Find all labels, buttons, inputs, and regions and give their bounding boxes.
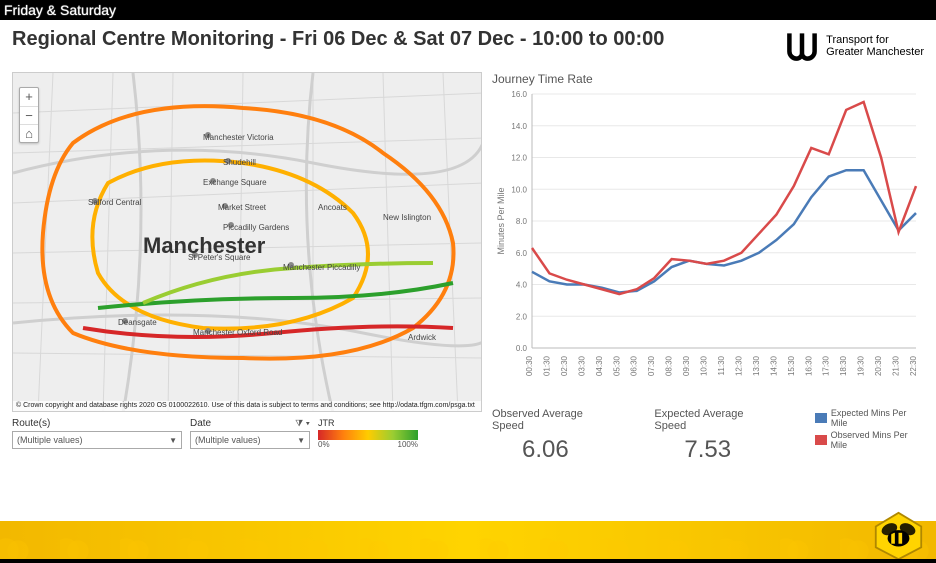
svg-text:11:30: 11:30 [717, 355, 726, 375]
svg-text:2.0: 2.0 [516, 312, 528, 321]
filter-icons[interactable]: ⧩ ▾ [295, 418, 310, 429]
svg-text:22:30: 22:30 [909, 355, 918, 376]
svg-text:16.0: 16.0 [511, 90, 527, 99]
chart-legend: Expected Mins Per Mile Observed Mins Per… [815, 408, 924, 452]
svg-text:10.0: 10.0 [511, 185, 527, 194]
bottom-border [0, 559, 936, 563]
map-column: Manchester Manchester VictoriaShudehillE… [12, 72, 482, 462]
page-title: Regional Centre Monitoring - Fri 06 Dec … [12, 28, 664, 51]
jtr-gradient [318, 430, 418, 440]
map-place-label: Market Street [218, 203, 266, 212]
svg-text:8.0: 8.0 [516, 217, 528, 226]
footer-band [0, 521, 936, 563]
routes-filter-group: Route(s) (Multiple values) ▼ [12, 418, 182, 449]
svg-text:05:30: 05:30 [612, 355, 621, 376]
map-place-label: Manchester Victoria [203, 133, 274, 142]
expected-label: Expected Average Speed [654, 408, 775, 432]
expected-speed-stat: Expected Average Speed 7.53 [654, 408, 775, 464]
chart-column: Journey Time Rate 0.0 2.0 4.0 6.0 8.0 10.0 12.… [492, 72, 924, 462]
map-place-label: Exchange Square [203, 178, 267, 187]
zoom-out-button[interactable]: − [20, 106, 38, 124]
svg-text:17:30: 17:30 [822, 355, 831, 376]
jtr-label: JTR [318, 418, 418, 428]
chart-canvas: 0.0 2.0 4.0 6.0 8.0 10.0 12.0 14.0 16.0 Minutes P… [492, 88, 922, 398]
svg-text:21:30: 21:30 [892, 355, 901, 376]
legend-swatch-observed [815, 435, 827, 445]
map-place-label: Shudehill [223, 158, 256, 167]
svg-text:02:30: 02:30 [560, 355, 569, 376]
dashboard-main: Regional Centre Monitoring - Fri 06 Dec … [0, 20, 936, 520]
observed-value: 6.06 [522, 436, 614, 464]
svg-text:20:30: 20:30 [874, 355, 883, 376]
date-label: Date [190, 418, 211, 429]
routes-dropdown[interactable]: (Multiple values) ▼ [12, 431, 182, 449]
svg-text:14:30: 14:30 [769, 355, 778, 376]
svg-text:09:30: 09:30 [682, 355, 691, 376]
svg-text:13:30: 13:30 [752, 355, 761, 376]
logo-text: Transport for Greater Manchester [826, 34, 924, 58]
svg-text:6.0: 6.0 [516, 249, 528, 258]
map-place-label: Salford Central [88, 198, 141, 207]
date-filter-group: Date ⧩ ▾ (Multiple values) ▼ [190, 418, 310, 449]
journey-time-chart[interactable]: 0.0 2.0 4.0 6.0 8.0 10.0 12.0 14.0 16.0 Minutes P… [492, 88, 922, 398]
svg-text:Minutes Per Mile: Minutes Per Mile [496, 187, 506, 254]
map-place-label: Manchester Piccadilly [283, 263, 360, 272]
legend-swatch-expected [815, 413, 827, 423]
tfgm-logo: Transport for Greater Manchester [784, 28, 924, 64]
map-place-label: Piccadilly Gardens [223, 223, 289, 232]
svg-text:19:30: 19:30 [857, 355, 866, 376]
map-controls: Route(s) (Multiple values) ▼ Date ⧩ ▾ (M… [12, 418, 482, 449]
map-place-label: Deansgate [118, 318, 157, 327]
tfgm-logo-icon [784, 28, 820, 64]
svg-text:00:30: 00:30 [525, 355, 534, 376]
footer-pattern [0, 521, 936, 563]
map-place-label: Ardwick [408, 333, 436, 342]
svg-text:15:30: 15:30 [787, 355, 796, 376]
map-place-label: St Peter's Square [188, 253, 250, 262]
svg-text:18:30: 18:30 [839, 355, 848, 376]
jtr-legend: JTR 0% 100% [318, 418, 418, 449]
legend-expected: Expected Mins Per Mile [815, 408, 924, 428]
map-zoom-controls: + − ⌂ [19, 87, 39, 143]
chevron-down-icon: ▼ [297, 436, 305, 445]
tab-bar: Friday & Saturday [0, 0, 936, 20]
date-dropdown[interactable]: (Multiple values) ▼ [190, 431, 310, 449]
svg-text:04:30: 04:30 [595, 355, 604, 376]
svg-text:14.0: 14.0 [511, 122, 527, 131]
routes-label: Route(s) [12, 418, 182, 429]
header-row: Regional Centre Monitoring - Fri 06 Dec … [12, 28, 924, 64]
tab-title: Friday & Saturday [4, 2, 116, 18]
svg-text:0.0: 0.0 [516, 344, 528, 353]
map-view[interactable]: Manchester Manchester VictoriaShudehillE… [12, 72, 482, 412]
map-place-label: Manchester Oxford Road [193, 328, 282, 337]
svg-text:4.0: 4.0 [516, 281, 528, 290]
map-place-label: Ancoats [318, 203, 347, 212]
content-row: Manchester Manchester VictoriaShudehillE… [12, 72, 924, 462]
svg-text:12.0: 12.0 [511, 154, 527, 163]
svg-text:03:30: 03:30 [577, 355, 586, 376]
svg-text:08:30: 08:30 [665, 355, 674, 376]
svg-text:07:30: 07:30 [647, 355, 656, 376]
svg-text:16:30: 16:30 [804, 355, 813, 376]
svg-text:10:30: 10:30 [700, 355, 709, 376]
jtr-scale: 0% 100% [318, 440, 418, 449]
stats-row: Observed Average Speed 6.06 Expected Ave… [492, 408, 924, 464]
chevron-down-icon: ▼ [169, 436, 177, 445]
expected-value: 7.53 [684, 436, 775, 464]
svg-text:01:30: 01:30 [542, 355, 551, 376]
map-place-label: New Islington [383, 213, 431, 222]
svg-text:12:30: 12:30 [734, 355, 743, 376]
zoom-in-button[interactable]: + [20, 88, 38, 106]
observed-speed-stat: Observed Average Speed 6.06 [492, 408, 614, 464]
legend-observed: Observed Mins Per Mile [815, 430, 924, 450]
chart-title: Journey Time Rate [492, 72, 924, 86]
observed-label: Observed Average Speed [492, 408, 614, 432]
map-credit: © Crown copyright and database rights 20… [13, 401, 481, 411]
zoom-home-button[interactable]: ⌂ [20, 124, 38, 142]
svg-text:06:30: 06:30 [630, 355, 639, 376]
bee-icon [871, 511, 926, 561]
